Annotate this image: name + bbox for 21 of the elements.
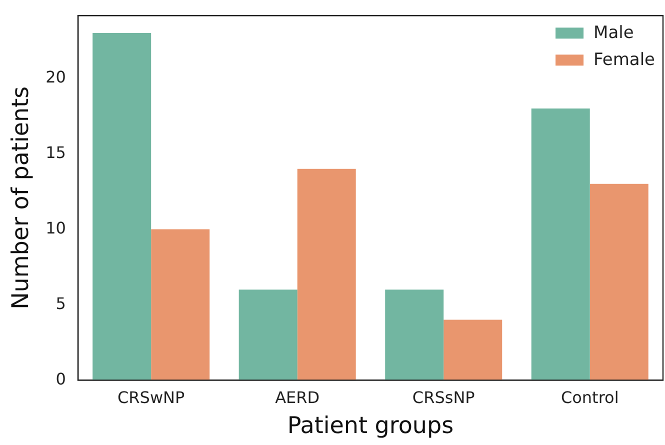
x-axis-title: Patient groups [287, 413, 454, 440]
y-tick-label: 0 [56, 369, 66, 388]
y-tick-label: 10 [46, 218, 66, 238]
bar [238, 290, 298, 380]
x-tick-label: CRSsNP [412, 388, 476, 407]
bar [92, 32, 152, 380]
bar [444, 320, 502, 380]
x-tick-label: CRSwNP [118, 388, 186, 407]
bar [385, 290, 444, 380]
x-tick-label: Control [560, 388, 619, 407]
legend-label: Female [594, 50, 655, 70]
y-tick-label: 20 [46, 67, 66, 86]
x-tick-label: AERD [275, 388, 320, 407]
bar [590, 184, 648, 380]
y-axis-title: Number of patients [8, 86, 34, 310]
bar [297, 168, 356, 380]
y-tick-label: 15 [46, 142, 66, 162]
y-tick-label: 5 [56, 294, 66, 313]
bar [151, 229, 210, 380]
bar [531, 108, 590, 380]
legend-label: Male [594, 23, 634, 44]
